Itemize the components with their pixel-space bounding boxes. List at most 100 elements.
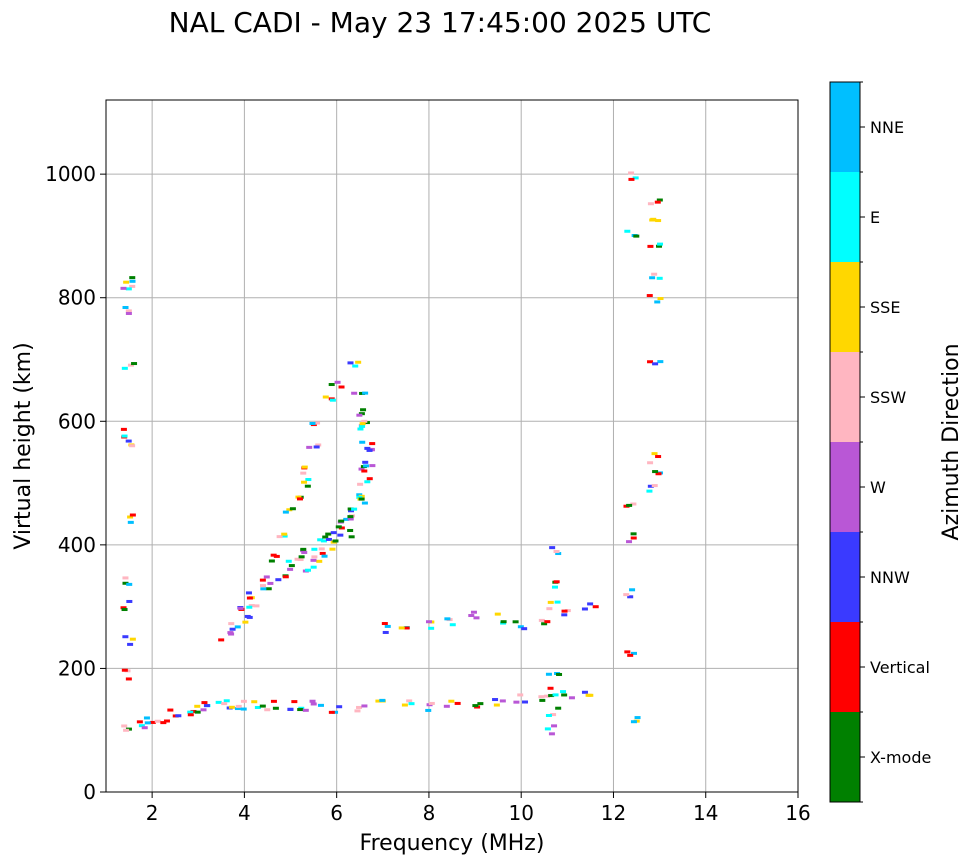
- echo-point: [288, 564, 295, 568]
- colorbar-frame: [829, 81, 861, 803]
- echo-point: [375, 699, 382, 703]
- echo-point: [550, 713, 557, 717]
- echo-point: [285, 559, 292, 563]
- echo-point: [357, 427, 364, 431]
- echo-point: [517, 693, 524, 697]
- echo-point: [361, 469, 368, 473]
- echo-point: [499, 699, 506, 703]
- echo-point: [408, 702, 415, 706]
- echo-point: [304, 484, 311, 488]
- echo-point: [129, 513, 136, 517]
- echo-point: [317, 538, 324, 542]
- echo-point: [356, 493, 363, 497]
- echo-point: [649, 276, 656, 280]
- echo-point: [628, 171, 635, 175]
- echo-point: [120, 286, 127, 290]
- echo-point: [364, 480, 371, 484]
- echo-point: [556, 672, 563, 676]
- colorbar-swatch-w: [830, 442, 860, 532]
- echo-point: [330, 531, 337, 535]
- echo-point: [545, 672, 552, 676]
- echo-point: [338, 519, 345, 523]
- colorbar-tick-label: SSW: [870, 388, 906, 407]
- echo-point: [121, 608, 128, 612]
- echo-point: [630, 536, 637, 540]
- echo-point: [649, 218, 656, 222]
- echo-point: [366, 477, 373, 481]
- echo-point: [581, 607, 588, 611]
- echo-point: [384, 624, 391, 628]
- echo-point: [630, 720, 637, 724]
- echo-point: [646, 489, 653, 493]
- echo-point: [235, 704, 242, 708]
- echo-point: [320, 539, 327, 543]
- echo-point: [123, 728, 130, 732]
- echo-point: [127, 515, 134, 519]
- echo-point: [587, 602, 594, 606]
- echo-point: [335, 525, 342, 529]
- echo-point: [369, 464, 376, 468]
- echo-point: [448, 699, 455, 703]
- echo-point: [548, 694, 555, 698]
- echo-point: [655, 455, 662, 459]
- echo-point: [125, 311, 132, 315]
- echo-point: [512, 620, 519, 624]
- y-tick-label: 400: [58, 533, 96, 557]
- echo-point: [513, 700, 520, 704]
- echo-point: [381, 622, 388, 626]
- echo-point: [547, 600, 554, 604]
- echo-point: [470, 610, 477, 614]
- echo-point: [347, 515, 354, 519]
- echo-point: [657, 242, 664, 246]
- echo-point: [553, 580, 560, 584]
- y-axis-label: Virtual height (km): [11, 342, 36, 549]
- echo-point: [127, 363, 134, 367]
- echo-point: [154, 719, 161, 723]
- echo-point: [468, 614, 475, 618]
- echo-point: [425, 620, 432, 624]
- echo-point: [260, 587, 267, 591]
- echo-point: [242, 620, 249, 624]
- echo-point: [300, 547, 307, 551]
- echo-point: [359, 440, 366, 444]
- echo-point: [187, 713, 194, 717]
- echo-point: [175, 714, 182, 718]
- echo-point: [624, 229, 631, 233]
- colorbar-swatch-e: [830, 172, 860, 262]
- echo-point: [259, 704, 266, 708]
- echo-point: [630, 651, 637, 655]
- y-tick-label: 1000: [45, 162, 96, 186]
- echo-point: [302, 708, 309, 712]
- echo-point: [398, 626, 405, 630]
- echo-point: [657, 297, 664, 301]
- echo-point: [343, 517, 350, 521]
- echo-point: [223, 699, 230, 703]
- echo-point: [652, 362, 659, 366]
- echo-point: [627, 595, 634, 599]
- echo-point: [149, 720, 156, 724]
- echo-point: [545, 713, 552, 717]
- echo-point: [551, 585, 558, 589]
- echo-point: [493, 703, 500, 707]
- y-tick-label: 800: [58, 286, 96, 310]
- echo-point: [358, 412, 365, 416]
- echo-point: [122, 581, 129, 585]
- echo-point: [234, 625, 241, 629]
- x-tick-label: 10: [508, 801, 533, 825]
- echo-point: [311, 547, 318, 551]
- echo-point: [553, 549, 560, 553]
- colorbar-tick-label: SSE: [870, 298, 900, 317]
- echo-point: [561, 613, 568, 617]
- echo-point: [629, 588, 636, 592]
- echo-point: [656, 198, 663, 202]
- echo-point: [347, 507, 354, 511]
- echo-point: [581, 690, 588, 694]
- echo-point: [129, 276, 136, 280]
- echo-point: [362, 460, 369, 464]
- echo-point: [263, 575, 270, 579]
- echo-point: [401, 703, 408, 707]
- echo-point: [654, 200, 661, 204]
- x-tick-label: 4: [238, 801, 251, 825]
- echo-point: [267, 581, 274, 585]
- echo-point: [228, 705, 235, 709]
